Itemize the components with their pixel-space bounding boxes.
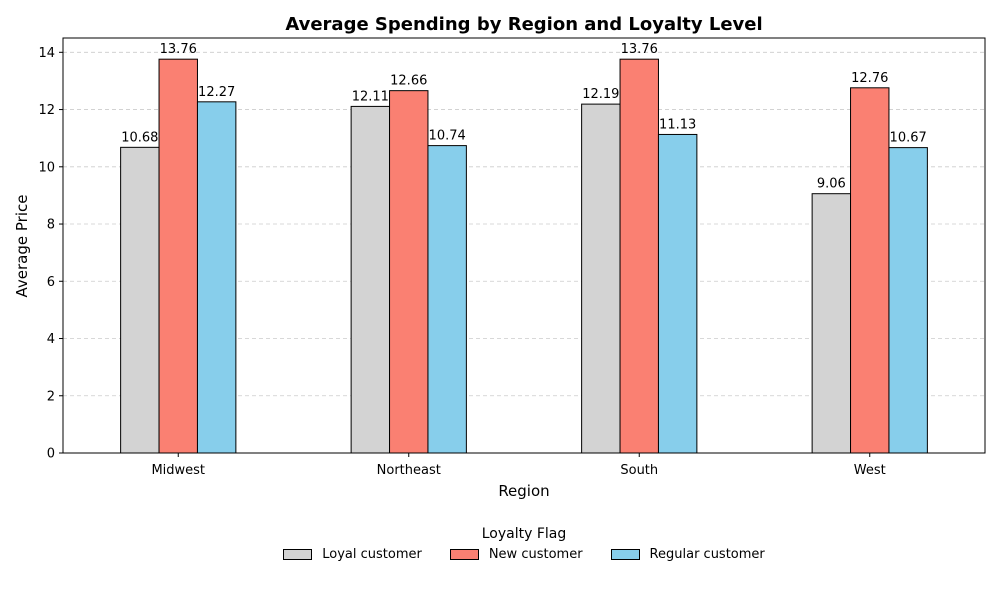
- chart-title: Average Spending by Region and Loyalty L…: [285, 14, 762, 35]
- bar: [196, 101, 237, 454]
- x-tick-label: Northeast: [377, 463, 441, 478]
- bars: [120, 58, 928, 454]
- legend-swatch: [449, 549, 479, 560]
- legend-item: New customer: [449, 547, 583, 562]
- legend: Loyalty Flag Loyal customer New customer R…: [0, 526, 1000, 562]
- bar: [158, 58, 198, 454]
- legend-item: Loyal customer: [283, 547, 422, 562]
- bar: [389, 90, 429, 454]
- y-tick-label: 10: [38, 160, 55, 175]
- bar: [581, 103, 621, 454]
- y-tick-label: 4: [47, 332, 55, 347]
- axes: 0 2 4 6 8 10 12 14 Midwest Northeast South West: [38, 37, 986, 478]
- bar: [120, 146, 160, 454]
- legend-item: Regular customer: [610, 547, 765, 562]
- bar-value-label: 10.67: [890, 131, 927, 146]
- bar-value-label: 10.68: [121, 130, 158, 145]
- x-tick-label: West: [854, 463, 886, 478]
- legend-entries: Loyal customer New customer Regular custom…: [48, 547, 1000, 562]
- bar: [657, 133, 698, 454]
- y-tick-label: 8: [47, 218, 55, 233]
- legend-swatch: [283, 549, 313, 560]
- bar-value-label: 12.19: [582, 87, 619, 102]
- legend-swatch: [610, 549, 640, 560]
- bar: [619, 58, 659, 454]
- x-tick-label: South: [620, 463, 658, 478]
- y-tick-label: 6: [47, 275, 55, 290]
- bar-value-label: 12.11: [352, 89, 389, 104]
- bar-value-label: 11.13: [659, 117, 696, 132]
- plot-frame: [62, 37, 986, 454]
- bar: [811, 193, 852, 454]
- bar-value-label: 13.76: [621, 42, 658, 57]
- bar-value-label: 12.76: [851, 71, 888, 86]
- legend-label: Regular customer: [649, 547, 765, 562]
- y-tick-label: 2: [47, 389, 55, 404]
- legend-title: Loyalty Flag: [481, 526, 567, 542]
- legend-label: New customer: [488, 547, 583, 562]
- legend-label: Loyal customer: [322, 547, 422, 562]
- x-axis-label: Region: [498, 482, 549, 500]
- bar-value-label: 12.27: [198, 85, 235, 100]
- y-axis-label: Average Price: [13, 195, 31, 298]
- bar-value-label: 12.66: [390, 74, 427, 89]
- y-tick-label: 14: [38, 46, 55, 61]
- bar: [888, 147, 928, 454]
- bar-value-label: 13.76: [160, 42, 197, 57]
- y-tick-label: 0: [47, 447, 55, 462]
- bar: [427, 145, 467, 454]
- y-tick-label: 12: [38, 103, 55, 118]
- x-tick-label: Midwest: [151, 463, 205, 478]
- bar: [350, 105, 391, 454]
- bar: [850, 87, 890, 454]
- bar-value-label: 9.06: [817, 177, 846, 192]
- bar-value-label: 10.74: [429, 129, 466, 144]
